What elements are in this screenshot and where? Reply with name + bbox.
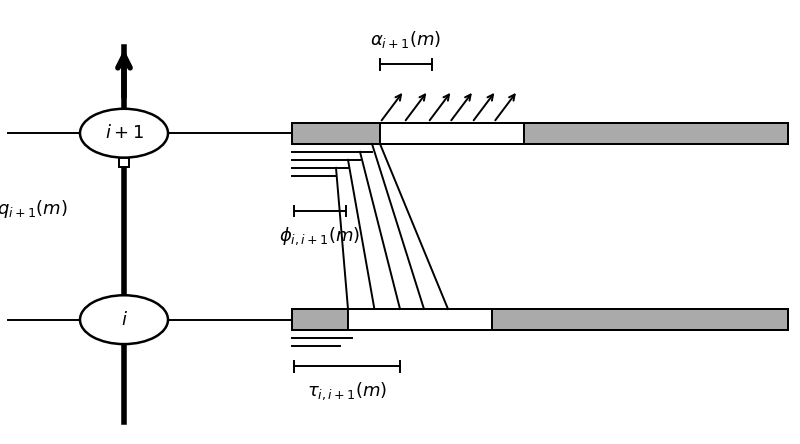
- Text: $\tau_{i,i+1}(m)$: $\tau_{i,i+1}(m)$: [307, 381, 387, 402]
- Text: $i$: $i$: [121, 311, 127, 329]
- Bar: [524, 123, 788, 144]
- Bar: [292, 123, 380, 144]
- Bar: [292, 309, 348, 330]
- Bar: [292, 123, 788, 144]
- Bar: [119, 158, 129, 167]
- Bar: [292, 309, 788, 330]
- Bar: [380, 123, 524, 144]
- Bar: [492, 309, 788, 330]
- Text: $\alpha_{i+1}(m)$: $\alpha_{i+1}(m)$: [370, 29, 442, 50]
- Text: $\phi_{i,i+1}(m)$: $\phi_{i,i+1}(m)$: [279, 225, 361, 247]
- Circle shape: [80, 295, 168, 344]
- Text: $q_{i+1}(m)$: $q_{i+1}(m)$: [0, 198, 68, 220]
- Bar: [348, 309, 492, 330]
- Circle shape: [80, 109, 168, 158]
- Text: $i+1$: $i+1$: [105, 124, 143, 142]
